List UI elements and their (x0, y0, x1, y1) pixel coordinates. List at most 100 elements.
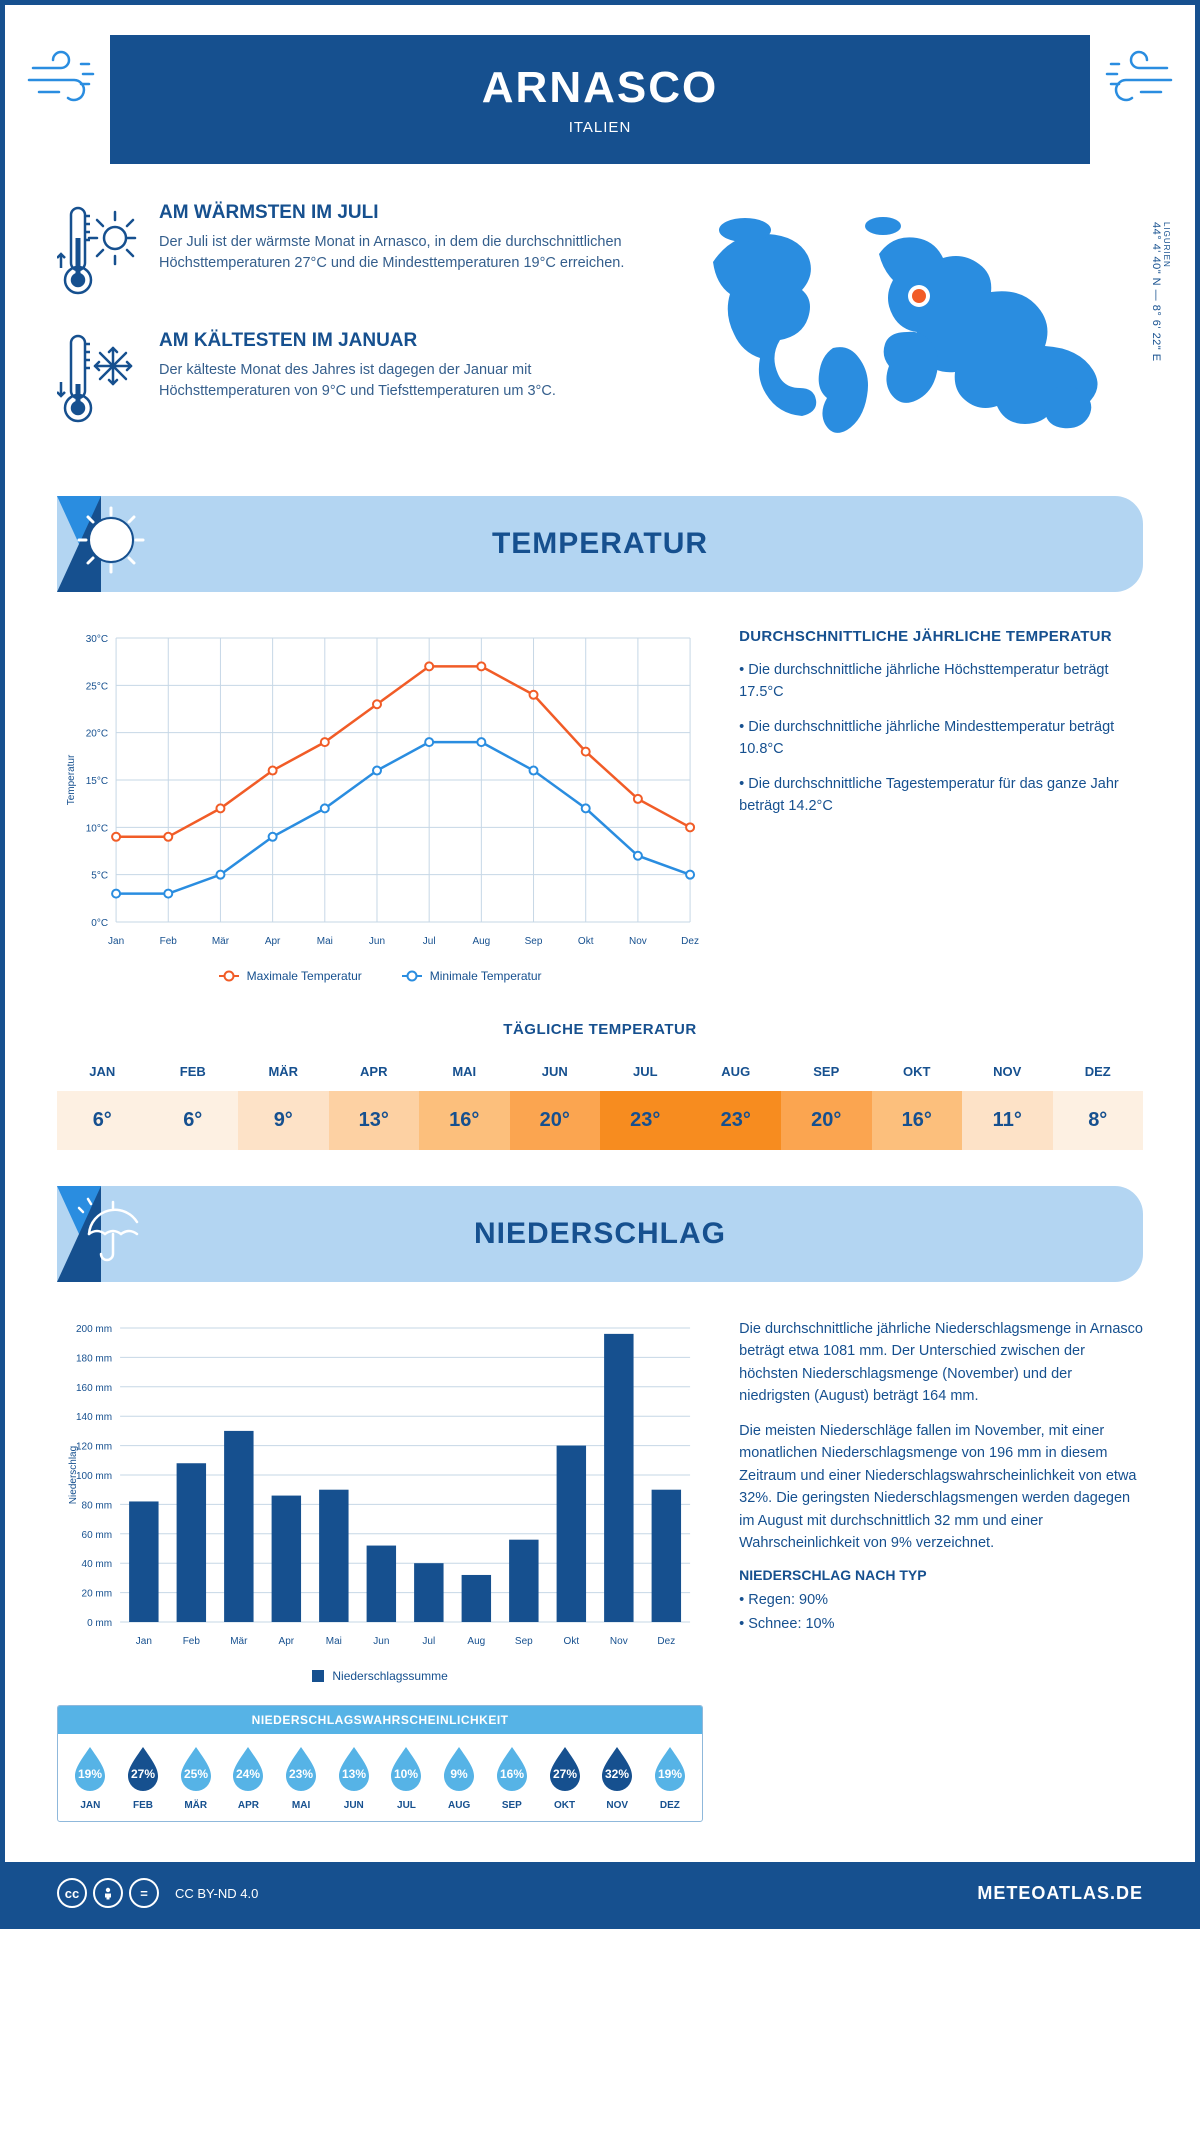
thermometer-hot-icon (57, 202, 139, 302)
cc-icon: cc (57, 1878, 87, 1908)
cc-license: cc = CC BY-ND 4.0 (57, 1878, 258, 1908)
site-name: METEOATLAS.DE (977, 1883, 1143, 1904)
svg-text:Apr: Apr (265, 936, 281, 947)
precip-prob-cell: 27% (117, 1744, 170, 1796)
svg-text:19%: 19% (78, 1767, 102, 1781)
intro-section: AM WÄRMSTEN IM JULI Der Juli ist der wär… (5, 164, 1195, 478)
svg-text:10%: 10% (394, 1767, 418, 1781)
svg-text:25°C: 25°C (86, 681, 108, 692)
svg-text:Dez: Dez (657, 1636, 675, 1647)
precip-prob-cell: 13% (327, 1744, 380, 1796)
temp-cell: JUN 20° (510, 1052, 601, 1150)
svg-text:200 mm: 200 mm (76, 1324, 112, 1335)
raindrop-icon: 27% (545, 1744, 585, 1792)
raindrop-icon: 23% (281, 1744, 321, 1792)
raindrop-icon: 24% (228, 1744, 268, 1792)
precip-prob-cell: 19% (644, 1744, 697, 1796)
temp-side-text: DURCHSCHNITTLICHE JÄHRLICHE TEMPERATUR •… (739, 628, 1143, 983)
page-frame: ARNASCO ITALIEN (0, 0, 1200, 1929)
precip-prob-month: JUL (380, 1800, 433, 1817)
city-title: ARNASCO (110, 63, 1090, 113)
daily-temp-table: JAN 6° FEB 6° MÄR 9° APR 13° MAI 16° JUN… (57, 1052, 1143, 1150)
precip-prob-cell: 32% (591, 1744, 644, 1796)
temp-bullet-1: • Die durchschnittliche jährliche Höchst… (739, 659, 1143, 704)
svg-text:Feb: Feb (160, 936, 178, 947)
svg-text:27%: 27% (553, 1767, 577, 1781)
country-label: ITALIEN (110, 119, 1090, 136)
precip-side-text: Die durchschnittliche jährliche Niedersc… (739, 1318, 1143, 1822)
svg-text:19%: 19% (658, 1767, 682, 1781)
legend-min-label: Minimale Temperatur (430, 969, 542, 983)
section-banner-temp: TEMPERATUR (57, 496, 1143, 592)
raindrop-icon: 32% (597, 1744, 637, 1792)
sun-icon (75, 504, 147, 576)
precip-prob-title: NIEDERSCHLAGSWAHRSCHEINLICHKEIT (58, 1706, 702, 1734)
temp-cell: FEB 6° (148, 1052, 239, 1150)
temp-cell: JAN 6° (57, 1052, 148, 1150)
svg-text:32%: 32% (605, 1767, 629, 1781)
daily-temp-title: TÄGLICHE TEMPERATUR (5, 1021, 1195, 1038)
svg-text:Mai: Mai (317, 936, 333, 947)
section-banner-precip: NIEDERSCHLAG (57, 1186, 1143, 1282)
temp-cell: SEP 20° (781, 1052, 872, 1150)
svg-text:24%: 24% (236, 1767, 260, 1781)
svg-text:Mär: Mär (230, 1636, 248, 1647)
temperature-line-chart: 0°C5°C10°C15°C20°C25°C30°CJanFebMärAprMa… (57, 628, 703, 958)
precip-prob-month: DEZ (644, 1800, 697, 1817)
precip-chart-row: 0 mm20 mm40 mm60 mm80 mm100 mm120 mm140 … (5, 1282, 1195, 1832)
precip-prob-cell: 25% (169, 1744, 222, 1796)
precip-prob-month: APR (222, 1800, 275, 1817)
svg-text:Mai: Mai (326, 1636, 342, 1647)
temp-cell: DEZ 8° (1053, 1052, 1144, 1150)
footer: cc = CC BY-ND 4.0 METEOATLAS.DE (5, 1862, 1195, 1924)
precip-probability-box: NIEDERSCHLAGSWAHRSCHEINLICHKEIT 19% 27% … (57, 1705, 703, 1822)
fact-warmest: AM WÄRMSTEN IM JULI Der Juli ist der wär… (57, 202, 663, 302)
legend-max-label: Maximale Temperatur (247, 969, 362, 983)
precip-prob-cell: 24% (222, 1744, 275, 1796)
temp-cell: JUL 23° (600, 1052, 691, 1150)
coordinates: 44° 4' 40" N — 8° 6' 22" E (1150, 222, 1162, 362)
wind-icon-right (1095, 50, 1175, 110)
svg-text:20 mm: 20 mm (82, 1589, 113, 1600)
svg-text:Nov: Nov (629, 936, 647, 947)
svg-text:80 mm: 80 mm (82, 1500, 113, 1511)
temp-cell: MAI 16° (419, 1052, 510, 1150)
svg-text:30°C: 30°C (86, 634, 108, 645)
section-title-temp: TEMPERATUR (492, 527, 708, 561)
svg-text:60 mm: 60 mm (82, 1530, 113, 1541)
svg-text:Sep: Sep (525, 936, 543, 947)
svg-text:Okt: Okt (578, 936, 594, 947)
svg-text:0°C: 0°C (91, 918, 108, 929)
temp-chart-row: 0°C5°C10°C15°C20°C25°C30°CJanFebMärAprMa… (5, 592, 1195, 993)
fact-warm-text: Der Juli ist der wärmste Monat in Arnasc… (159, 232, 663, 274)
svg-text:180 mm: 180 mm (76, 1353, 112, 1364)
svg-text:Jan: Jan (136, 1636, 152, 1647)
temp-cell: OKT 16° (872, 1052, 963, 1150)
region-label: LIGURIEN (1162, 222, 1171, 358)
precip-prob-month: MAI (275, 1800, 328, 1817)
precip-type-2: • Schnee: 10% (739, 1613, 1143, 1635)
fact-cold-title: AM KÄLTESTEN IM JANUAR (159, 330, 663, 352)
precip-legend: Niederschlagssumme (57, 1669, 703, 1683)
raindrop-icon: 10% (386, 1744, 426, 1792)
precip-prob-month: NOV (591, 1800, 644, 1817)
umbrella-icon (75, 1194, 147, 1266)
svg-text:13%: 13% (342, 1767, 366, 1781)
precip-prob-month: FEB (117, 1800, 170, 1817)
license-label: CC BY-ND 4.0 (175, 1886, 258, 1901)
precip-prob-cell: 23% (275, 1744, 328, 1796)
svg-text:25%: 25% (184, 1767, 208, 1781)
world-map: LIGURIEN 44° 4' 40" N — 8° 6' 22" E (683, 202, 1143, 458)
svg-text:120 mm: 120 mm (76, 1442, 112, 1453)
thermometer-cold-icon (57, 330, 139, 430)
by-icon (93, 1878, 123, 1908)
fact-coldest: AM KÄLTESTEN IM JANUAR Der kälteste Mona… (57, 330, 663, 430)
svg-text:Aug: Aug (472, 936, 490, 947)
precip-type-title: NIEDERSCHLAG NACH TYP (739, 1567, 1143, 1583)
svg-text:40 mm: 40 mm (82, 1559, 113, 1570)
precipitation-bar-chart: 0 mm20 mm40 mm60 mm80 mm100 mm120 mm140 … (57, 1318, 703, 1658)
svg-text:100 mm: 100 mm (76, 1471, 112, 1482)
svg-text:Jul: Jul (423, 936, 436, 947)
svg-text:Okt: Okt (564, 1636, 580, 1647)
svg-text:160 mm: 160 mm (76, 1383, 112, 1394)
